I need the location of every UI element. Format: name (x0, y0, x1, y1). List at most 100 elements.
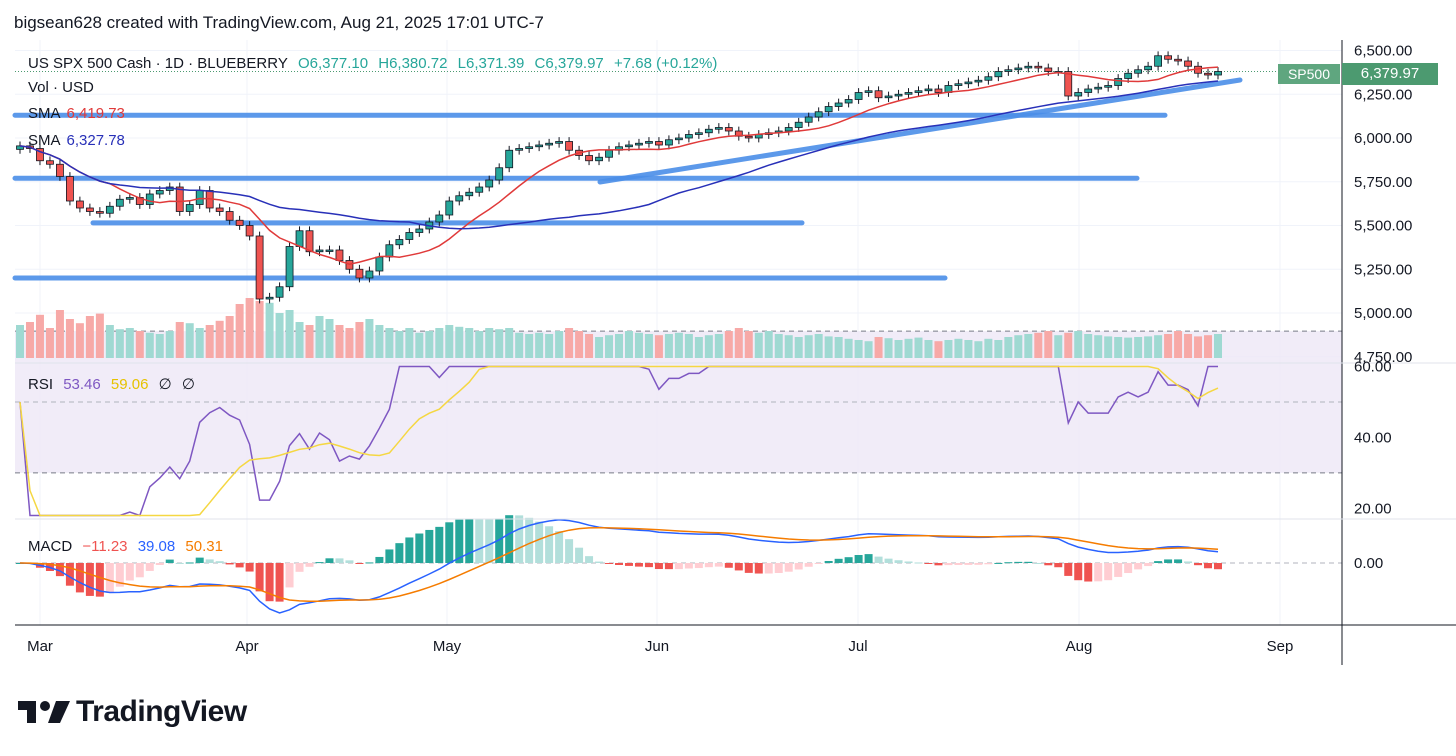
macd-histogram-bar (774, 563, 783, 573)
macd-histogram-bar (814, 563, 823, 564)
volume-bar (295, 322, 304, 358)
candle-body (1134, 69, 1143, 74)
macd-histogram-bar (1124, 563, 1133, 574)
volume-bar (385, 328, 394, 358)
sma-fast-legend[interactable]: SMA 6,419.73 (28, 105, 131, 122)
candle-body (884, 95, 893, 99)
macd-histogram-bar (405, 537, 414, 563)
last-price-badge: 6,379.97 (1342, 63, 1438, 85)
volume-bar (994, 340, 1003, 358)
macd-histogram-bar (834, 558, 843, 563)
candle-body (954, 83, 963, 86)
volume-bar (954, 338, 963, 358)
macd-histogram-bar (535, 521, 544, 563)
change-value: +7.68 (+0.12%) (613, 55, 718, 72)
volume-bar (1024, 334, 1033, 358)
volume-bar (1154, 335, 1163, 358)
volume-bar (525, 334, 534, 358)
volume-bar (505, 328, 514, 358)
macd-histogram-bar (804, 563, 813, 567)
sma-slow-value: 6,327.78 (66, 132, 125, 149)
macd-histogram-bar (1064, 563, 1073, 576)
macd-legend[interactable]: MACD −11.23 39.08 50.31 (28, 538, 229, 555)
rsi-legend[interactable]: RSI 53.46 59.06 ∅ ∅ (28, 375, 201, 393)
macd-histogram-bar (165, 559, 174, 563)
candle-body (445, 200, 454, 216)
candle-body (1084, 88, 1093, 93)
candle-body (305, 230, 314, 253)
volume-bar (1204, 335, 1213, 358)
candle-body (844, 99, 853, 104)
macd-histogram-bar (984, 563, 993, 565)
volume-bar (285, 310, 294, 358)
volume-bar (634, 332, 643, 358)
macd-histogram-bar (505, 515, 514, 563)
candle-body (984, 76, 993, 81)
candle-body (994, 71, 1003, 78)
volume-bar (744, 331, 753, 358)
volume-bar (425, 331, 434, 358)
macd-histogram-bar (944, 563, 953, 566)
price-legend: US SPX 500 Cash · 1D · BLUEBERRY O6,377.… (28, 55, 723, 72)
volume-bar (1184, 334, 1193, 358)
candle-body (1154, 55, 1162, 67)
volume-bar (435, 328, 444, 358)
sma-slow-legend[interactable]: SMA 6,327.78 (28, 132, 131, 149)
candle-body (265, 296, 274, 300)
macd-histogram-bar (585, 556, 594, 563)
macd-histogram-bar (395, 543, 404, 563)
x-axis-labels: Mar Apr May Jun Jul Aug Sep (27, 638, 1293, 655)
macd-histogram-bar (325, 558, 334, 563)
volume-bar (95, 313, 104, 358)
candle-body (255, 235, 264, 300)
macd-histogram-bar (914, 562, 923, 564)
tradingview-brand[interactable]: TradingView (18, 695, 247, 729)
volume-bar (305, 325, 314, 358)
macd-histogram-bar (1084, 563, 1093, 582)
macd-histogram-bar (1014, 561, 1023, 563)
chart-credit-header: bigsean628 created with TradingView.com,… (14, 13, 544, 32)
month-label: Jul (848, 638, 867, 655)
sma-slow-line (19, 80, 1219, 230)
volume-bar (405, 328, 414, 358)
rsi-tick-label: 40.00 (1354, 429, 1392, 446)
volume-bar (75, 323, 84, 358)
candle-body (465, 191, 474, 197)
volume-bar (1124, 337, 1133, 358)
sma-fast-label: SMA (28, 105, 61, 122)
volume-bar (585, 334, 594, 358)
macd-histogram-bar (724, 563, 733, 568)
month-label: May (433, 638, 462, 655)
macd-label: MACD (28, 538, 73, 555)
candle-body (525, 146, 534, 149)
macd-histogram-bar (624, 563, 633, 566)
candle-body (515, 148, 524, 151)
candle-body (545, 142, 554, 146)
volume-bar (704, 335, 713, 358)
volume-bar (415, 332, 424, 358)
macd-histogram-bar (844, 557, 853, 563)
macd-histogram-bar (1004, 562, 1013, 564)
candle-body (285, 246, 294, 288)
macd-histogram-bar (125, 563, 134, 581)
macd-histogram-bar (285, 563, 294, 588)
macd-histogram-bar (455, 519, 464, 563)
candle-body (185, 204, 194, 212)
macd-histogram-bar (465, 519, 474, 563)
macd-histogram-bar (1044, 563, 1053, 566)
volume-legend[interactable]: Vol · USD (28, 79, 100, 96)
support-lines[interactable] (12, 77, 1243, 281)
symbol-label[interactable]: US SPX 500 Cash · 1D · BLUEBERRY (28, 55, 288, 72)
volume-bar (1034, 332, 1043, 358)
chart-canvas[interactable]: Mar Apr May Jun Jul Aug Sep 6,500.006,250.006,… (0, 0, 1456, 680)
candle-body (724, 127, 733, 132)
macd-signal-line (19, 527, 1219, 603)
candle-body (36, 148, 44, 162)
volume-bar (255, 301, 264, 358)
brand-name: TradingView (76, 695, 247, 728)
volume-bar (1014, 335, 1023, 358)
macd-histogram-bar (265, 563, 274, 602)
candle-body (675, 137, 683, 141)
volume-bar (345, 328, 354, 358)
macd-histogram-bar (425, 529, 434, 563)
